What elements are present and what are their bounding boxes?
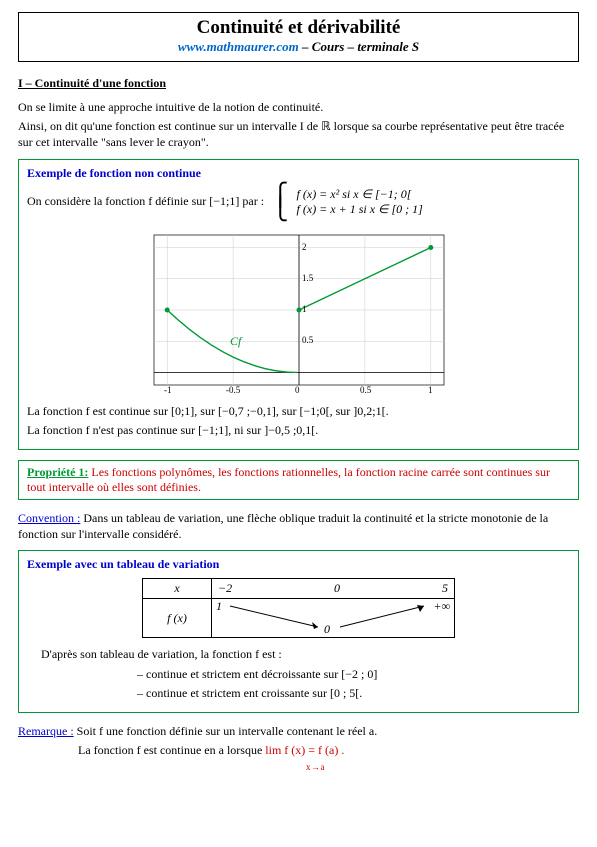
intro-p1: On se limite à une approche intuitive de…	[18, 99, 579, 115]
svg-text:2: 2	[302, 242, 307, 252]
remarque-line2: La fonction f est continue en a lorsque …	[78, 742, 579, 774]
svg-text:0.5: 0.5	[302, 335, 314, 345]
x-val-2: 5	[442, 581, 448, 596]
example2-line2: – continue et strictem ent croissante su…	[137, 685, 570, 701]
remarque-label: Remarque :	[18, 724, 74, 738]
piecewise-1: f (x) = x² si x ∈ [−1; 0[	[297, 187, 412, 201]
example1-intro: On considère la fonction f définie sur […	[27, 194, 264, 209]
remarque-text2a: La fonction f est continue en a lorsque	[78, 743, 265, 757]
remarque-text1: Soit f une fonction définie sur un inter…	[77, 724, 378, 738]
example-box-2: Exemple avec un tableau de variation x −…	[18, 550, 579, 713]
convention-label: Convention :	[18, 511, 80, 525]
subtitle: www.mathmaurer.com – Cours – terminale S	[19, 39, 578, 55]
variation-table: x −2 0 5 f (x) 1 0 +∞	[142, 578, 455, 638]
piecewise-2: f (x) = x + 1 si x ∈ [0 ; 1]	[297, 202, 423, 216]
table-x-label: x	[143, 579, 212, 599]
svg-text:0.5: 0.5	[360, 385, 372, 395]
svg-text:0: 0	[295, 385, 300, 395]
example-box-1: Exemple de fonction non continue On cons…	[18, 159, 579, 450]
example1-concl1: La fonction f est continue sur [0;1], su…	[27, 403, 570, 419]
page-title: Continuité et dérivabilité	[19, 17, 578, 39]
variation-arrows-icon	[212, 599, 442, 633]
site-link[interactable]: www.mathmaurer.com	[178, 39, 299, 54]
convention-line: Convention : Dans un tableau de variatio…	[18, 510, 579, 542]
svg-text:Cf: Cf	[230, 334, 243, 348]
property1-text: Les fonctions polynômes, les fonctions r…	[27, 465, 550, 494]
example1-title: Exemple de fonction non continue	[27, 166, 570, 181]
course-label: Cours – terminale S	[312, 39, 419, 54]
convention-text: Dans un tableau de variation, une flèche…	[18, 511, 548, 541]
function-graph: Cf -1 -0.5 0 0.5 1 0.5 1 1.5 2	[134, 225, 464, 395]
example1-concl2: La fonction f n'est pas continue sur [−1…	[27, 422, 570, 438]
chart-container: Cf -1 -0.5 0 0.5 1 0.5 1 1.5 2	[27, 225, 570, 399]
separator: –	[299, 39, 312, 54]
table-fx-label: f (x)	[143, 599, 212, 638]
svg-text:1: 1	[428, 385, 433, 395]
property1-label: Propriété 1:	[27, 465, 88, 479]
remarque-line1: Remarque : Soit f une fonction définie s…	[18, 723, 579, 739]
title-box: Continuité et dérivabilité www.mathmaure…	[18, 12, 579, 62]
x-val-0: −2	[218, 581, 232, 596]
x-val-1: 0	[334, 581, 340, 596]
example2-intro2: D'après son tableau de variation, la fon…	[41, 646, 570, 662]
page: Continuité et dérivabilité www.mathmaure…	[0, 0, 597, 797]
intro-p2: Ainsi, on dit qu'une fonction est contin…	[18, 118, 579, 150]
example2-line1: – continue et strictem ent décroissante …	[137, 666, 570, 682]
svg-text:1: 1	[302, 304, 307, 314]
property-box-1: Propriété 1: Les fonctions polynômes, le…	[18, 460, 579, 500]
example2-title: Exemple avec un tableau de variation	[27, 557, 570, 572]
section-heading: I – Continuité d'une fonction	[18, 76, 579, 91]
svg-text:-1: -1	[164, 385, 172, 395]
svg-text:-0.5: -0.5	[226, 385, 241, 395]
svg-text:1.5: 1.5	[302, 273, 314, 283]
variation-table-wrap: x −2 0 5 f (x) 1 0 +∞	[27, 578, 570, 642]
